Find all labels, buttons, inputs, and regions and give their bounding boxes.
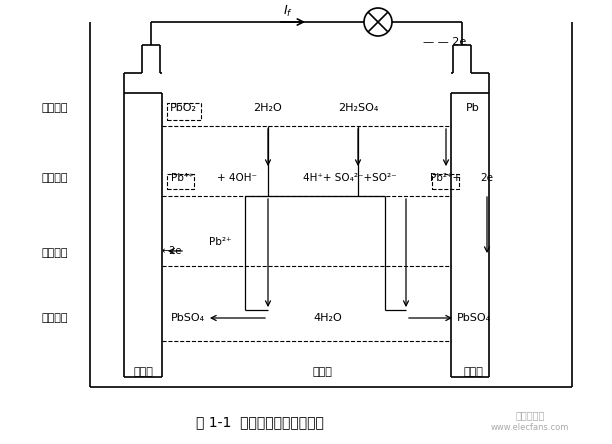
Text: + 4OH⁻: + 4OH⁻ — [217, 173, 257, 183]
Text: PbO₂: PbO₂ — [170, 103, 196, 113]
Text: PbSO₄: PbSO₄ — [171, 313, 205, 323]
Bar — [167, 174, 194, 189]
Text: 正极板: 正极板 — [133, 367, 153, 377]
Text: 电解液: 电解液 — [312, 367, 332, 377]
Text: 充电状态: 充电状态 — [42, 103, 69, 113]
Bar — [432, 174, 459, 189]
Text: Pb²⁺: Pb²⁺ — [209, 237, 231, 247]
Text: 负极板: 负极板 — [463, 367, 483, 377]
Text: www.elecfans.com: www.elecfans.com — [491, 423, 569, 432]
Text: PbSO₄: PbSO₄ — [457, 313, 491, 323]
Text: 溶解电离: 溶解电离 — [42, 173, 69, 183]
Text: 图 1-1  蓄电池放电过程示意图: 图 1-1 蓄电池放电过程示意图 — [196, 415, 324, 429]
Text: $I_f$: $I_f$ — [283, 4, 293, 19]
Text: 2e: 2e — [480, 173, 493, 183]
Text: 4H₂O: 4H₂O — [313, 313, 342, 323]
Text: 4H⁺+ SO₄²⁻+SO²⁻: 4H⁺+ SO₄²⁻+SO²⁻ — [303, 173, 397, 183]
Text: 电子发烧友: 电子发烧友 — [515, 410, 545, 420]
Text: 2H₂O: 2H₂O — [253, 103, 282, 113]
Text: ←2e: ←2e — [162, 246, 182, 256]
Text: 输出电流: 输出电流 — [42, 248, 69, 258]
Text: 2H₂SO₄: 2H₂SO₄ — [338, 103, 378, 113]
Text: 放电以后: 放电以后 — [42, 313, 69, 323]
Bar — [167, 103, 201, 120]
Text: — — 2e: — — 2e — [424, 37, 466, 47]
Text: Pb⁴⁺: Pb⁴⁺ — [171, 173, 193, 183]
Text: Pb²⁺+: Pb²⁺+ — [430, 173, 461, 183]
Text: Pb: Pb — [466, 103, 480, 113]
